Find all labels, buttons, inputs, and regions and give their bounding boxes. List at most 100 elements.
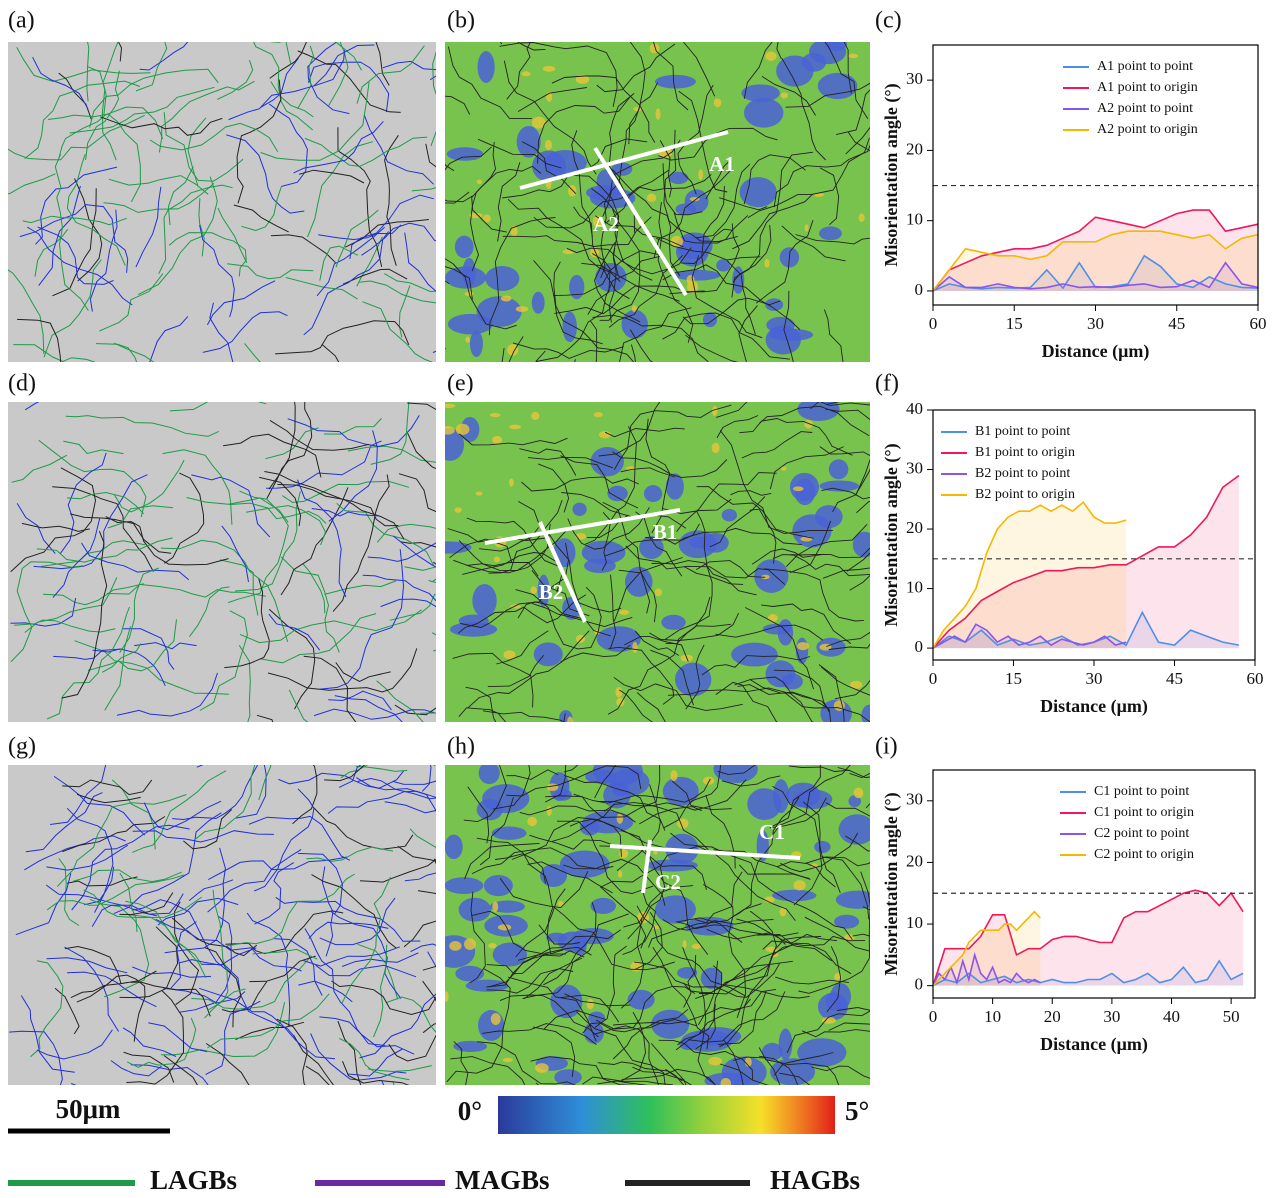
grain-boundary: [393, 1081, 443, 1124]
map-blob: [442, 404, 456, 408]
map-blob: [532, 292, 545, 314]
y-tick-label: 0: [915, 637, 924, 656]
map-blob: [545, 140, 552, 150]
map-blob: [714, 98, 722, 107]
map-blob: [790, 473, 819, 501]
panel-label: (h): [447, 734, 475, 760]
map-blob: [647, 194, 656, 202]
y-tick-label: 10: [906, 577, 923, 596]
map-blob: [479, 762, 500, 784]
profile-label: B1: [653, 520, 678, 544]
map-blob: [731, 643, 778, 667]
y-tick-label: 40: [906, 399, 923, 418]
map-blob: [819, 226, 842, 240]
legend-label: C2 point to point: [1094, 826, 1189, 841]
map-blob: [503, 1058, 513, 1062]
bottom-legend: 50μm 0° 5° LAGBsMAGBsHAGBs: [8, 1094, 869, 1195]
map-blob: [464, 938, 476, 950]
map-blob: [572, 503, 586, 516]
map-blob: [703, 312, 717, 327]
legend-label: A1 point to origin: [1097, 80, 1198, 95]
profile-label: A2: [593, 212, 619, 236]
profile-label: B2: [539, 580, 564, 604]
map-blob: [476, 492, 483, 496]
x-tick-label: 20: [1044, 1007, 1061, 1026]
x-tick-label: 45: [1168, 314, 1185, 333]
map-blob: [501, 295, 512, 301]
map-blob: [825, 37, 847, 51]
map-blob: [861, 705, 877, 727]
map-blob: [619, 610, 629, 615]
x-tick-label: 50: [1223, 1007, 1240, 1026]
line-chart: 0153045600102030Distance (μm)Misorientat…: [881, 45, 1266, 362]
map-blob: [516, 306, 529, 312]
map-blob: [455, 236, 474, 259]
legend-label: MAGBs: [455, 1165, 550, 1195]
map-blob: [521, 71, 530, 76]
map-blob: [492, 826, 527, 839]
map-blob: [465, 337, 470, 343]
map-blob: [766, 660, 796, 687]
panel-label: (a): [8, 8, 35, 34]
map-blob: [449, 941, 461, 951]
map-blob: [494, 556, 500, 562]
charts: 0153045600102030Distance (μm)Misorientat…: [881, 45, 1266, 1055]
map-blob: [517, 126, 541, 158]
map-blob: [703, 777, 714, 785]
map-blob: [477, 180, 482, 185]
panel-label: (i): [875, 734, 898, 760]
y-tick-label: 30: [906, 790, 923, 809]
map-blob: [836, 891, 880, 909]
legend-label: A1 point to point: [1097, 59, 1193, 74]
map-blob: [651, 1010, 689, 1039]
map-blob: [632, 642, 637, 653]
map-blob: [793, 880, 805, 890]
map-blob: [708, 1057, 722, 1066]
map-blob: [597, 169, 617, 193]
y-tick-label: 0: [915, 280, 924, 299]
map-blob: [712, 443, 720, 454]
panel-label: (g): [8, 734, 36, 760]
map-blob: [619, 849, 628, 858]
map-blob: [740, 177, 777, 207]
map-blob: [617, 813, 624, 823]
map-blob: [814, 841, 830, 853]
kam-map: [425, 369, 952, 786]
map-blob: [590, 898, 616, 914]
x-tick-label: 10: [984, 1007, 1001, 1026]
y-tick-label: 10: [906, 210, 923, 229]
legend-label: A2 point to point: [1097, 101, 1193, 116]
map-blob: [455, 507, 462, 513]
map-blob: [509, 478, 514, 487]
map-blob: [456, 424, 470, 435]
legend-label: C1 point to origin: [1094, 805, 1194, 820]
map-blob: [492, 901, 498, 912]
x-axis-title: Distance (μm): [1042, 341, 1150, 362]
panel-label: (d): [8, 371, 36, 397]
y-axis-title: Misorientation angle (°): [881, 443, 902, 626]
map-blob: [765, 52, 776, 61]
map-blob: [450, 622, 497, 637]
map-blob: [484, 875, 513, 896]
map-blob: [766, 317, 794, 333]
map-blob: [744, 98, 783, 128]
colorbar-max: 5°: [845, 1096, 869, 1126]
legend-label: HAGBs: [770, 1165, 860, 1195]
map-blob: [859, 213, 865, 221]
y-tick-label: 10: [906, 913, 923, 932]
map-blob: [772, 890, 816, 902]
x-tick-label: 40: [1163, 1007, 1180, 1026]
map-blob: [670, 770, 677, 781]
map-blob: [535, 1063, 549, 1073]
series-area: [933, 502, 1126, 648]
y-axis-title: Misorientation angle (°): [881, 792, 902, 975]
map-blob: [797, 642, 809, 650]
map-blob: [478, 1010, 504, 1041]
grain-boundary: [866, 772, 938, 808]
y-tick-label: 30: [906, 69, 923, 88]
map-blob: [488, 943, 496, 948]
colorbar: [498, 1096, 835, 1134]
map-blob: [764, 259, 769, 268]
map-blob: [779, 1029, 793, 1060]
x-axis-title: Distance (μm): [1040, 1034, 1148, 1055]
